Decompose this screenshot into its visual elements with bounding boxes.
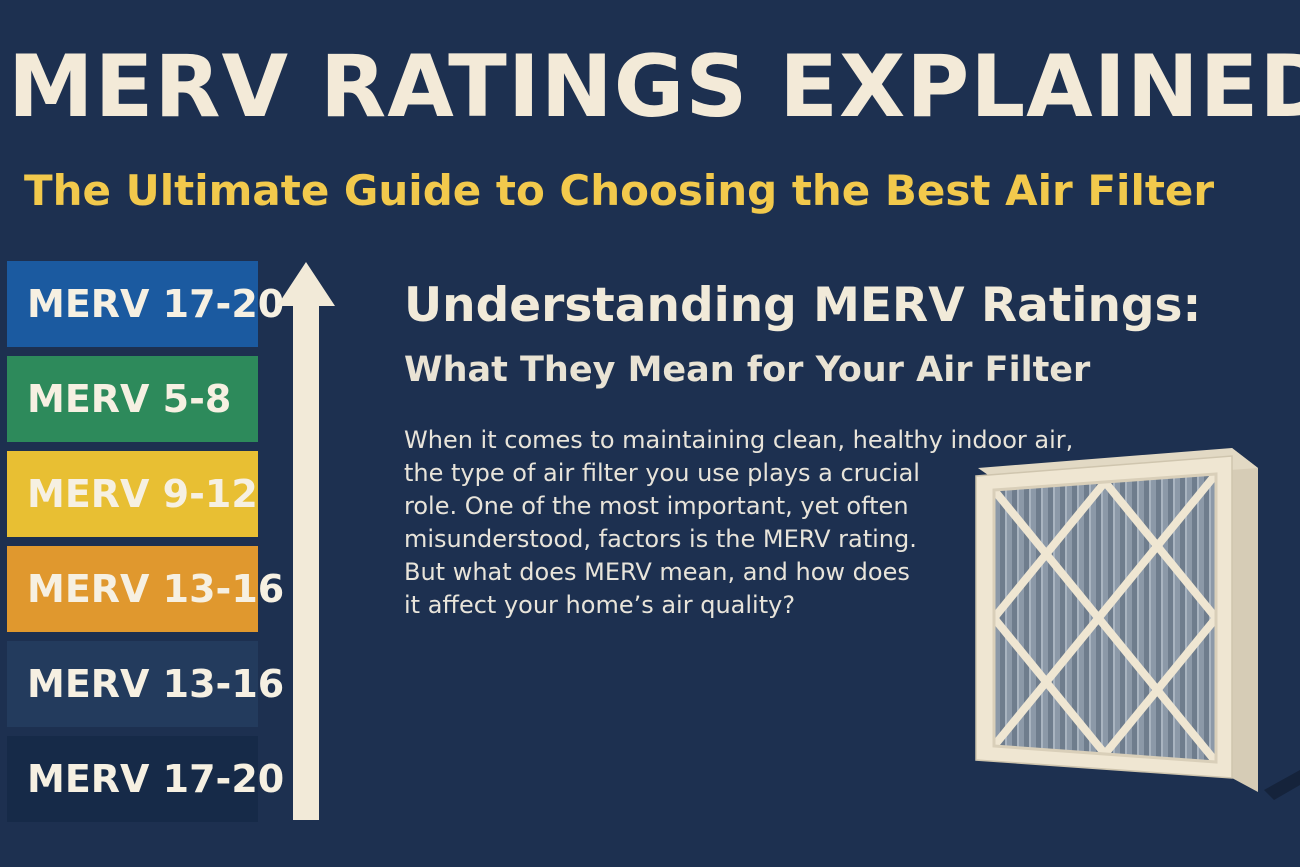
body-line: role. One of the most important, yet oft… bbox=[404, 492, 909, 520]
article-subheading: What They Mean for Your Air Filter bbox=[404, 350, 1091, 390]
article-body: When it comes to maintaining clean, heal… bbox=[404, 424, 1073, 622]
air-filter-icon bbox=[975, 448, 1300, 800]
article-heading: Understanding MERV Ratings: bbox=[404, 278, 1202, 333]
page-subtitle: The Ultimate Guide to Choosing the Best … bbox=[24, 166, 1215, 215]
body-line: But what does MERV mean, and how does bbox=[404, 558, 910, 586]
body-line: it affect your home’s air quality? bbox=[404, 591, 796, 619]
rating-item: MERV 5-8 bbox=[7, 356, 258, 442]
rating-item: MERV 13-16 bbox=[7, 641, 284, 727]
merv-rating-list: MERV 17-20 MERV 5-8 MERV 9-12 MERV 13-16… bbox=[7, 261, 284, 831]
rating-item: MERV 17-20 bbox=[7, 736, 284, 822]
body-line: misunderstood, factors is the MERV ratin… bbox=[404, 525, 917, 553]
body-line: the type of air filter you use plays a c… bbox=[404, 459, 920, 487]
rating-item: MERV 17-20 bbox=[7, 261, 284, 347]
rating-item: MERV 13-16 bbox=[7, 546, 284, 632]
page-title: MERV RATINGS EXPLAINED bbox=[8, 37, 1300, 137]
rating-item: MERV 9-12 bbox=[7, 451, 258, 537]
up-arrow-icon bbox=[277, 262, 335, 820]
body-line: When it comes to maintaining clean, heal… bbox=[404, 426, 1074, 454]
